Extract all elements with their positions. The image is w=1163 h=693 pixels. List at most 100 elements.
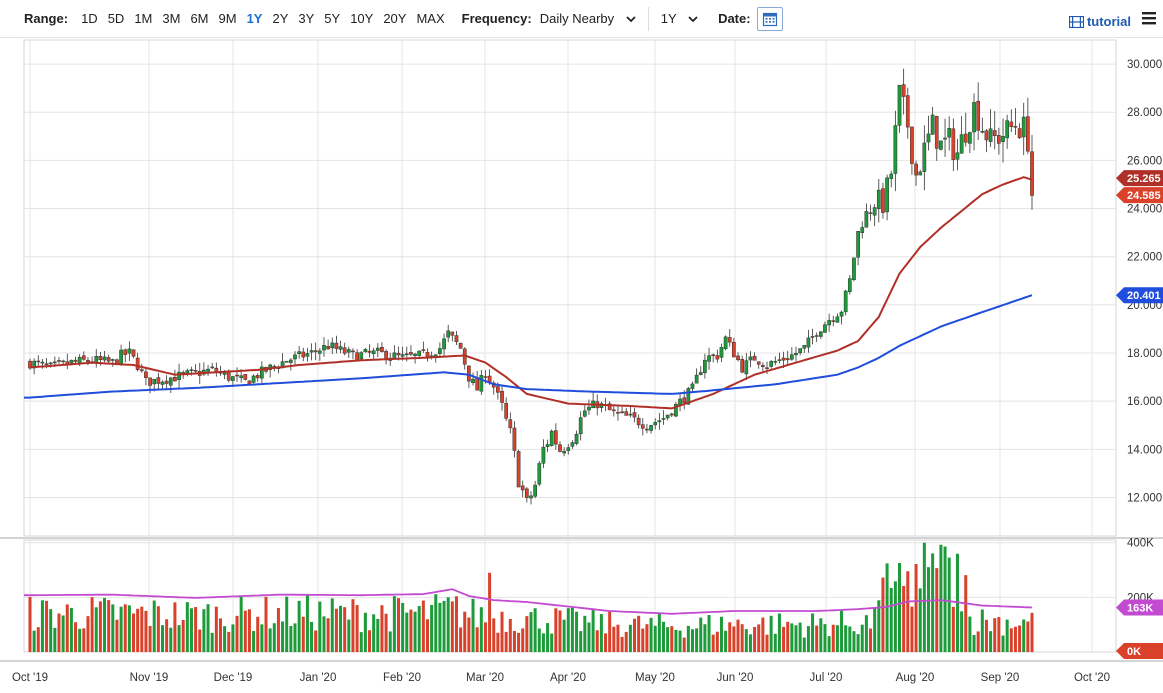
volume-bar [562,619,566,652]
value-tag-shape [1116,643,1163,659]
volume-bar [968,616,972,652]
volume-bar [960,611,964,652]
range-option-20y[interactable]: 20Y [383,11,407,26]
volume-bar [806,626,810,652]
chevron-down-icon [626,14,636,26]
candle-body [222,372,227,375]
candle-body [226,371,231,381]
candle-body [847,278,852,293]
range-option-3y[interactable]: 3Y [298,11,315,26]
range-option-5y[interactable]: 5Y [324,11,341,26]
volume-bar [330,598,334,652]
period-dropdown[interactable]: 1Y [661,11,698,26]
candle-body [963,133,968,143]
volume-bar [144,610,148,652]
price-panel-frame [23,39,1117,537]
volume-bar [695,628,699,652]
range-option-1d[interactable]: 1D [81,11,98,26]
candle-body [533,484,537,497]
candle-body [732,341,736,358]
volume-bar [459,627,463,652]
value-tag-label: 20.401 [1127,290,1161,302]
range-option-6m[interactable]: 6M [190,11,209,26]
candle-body [210,366,215,369]
candle-body [856,231,860,258]
volume-bar [790,623,794,652]
candle-body [860,227,865,233]
candle-body [839,311,844,317]
candle-body [446,330,451,338]
volume-bar [587,622,591,652]
range-option-2y[interactable]: 2Y [272,11,289,26]
range-option-9m[interactable]: 9M [218,11,237,26]
candle-body [363,349,368,353]
volume-bar [32,630,36,652]
candle-body [570,442,575,447]
frequency-dropdown[interactable]: Daily Nearby [540,11,636,26]
volume-bar [1009,628,1013,652]
candle-body [914,163,918,176]
volume-bar [591,609,595,652]
volume-bar [512,630,516,652]
range-option-max[interactable]: MAX [416,11,445,26]
volume-bar [649,617,653,652]
value-tag: 25.265 [1116,170,1163,187]
volume-bar [119,606,123,652]
candle-body [748,356,753,361]
volume-bar [794,625,798,652]
volume-bar [914,564,918,652]
volume-bar [409,609,413,652]
range-option-10y[interactable]: 10Y [350,11,374,26]
range-option-5d[interactable]: 5D [107,11,125,26]
volume-bar [438,602,442,652]
candle-body [868,212,873,214]
volume-bar [608,611,612,652]
volume-bar [964,575,968,652]
volume-bar [931,553,935,652]
volume-bar [740,624,744,652]
value-tag-label: 163K [1127,602,1153,614]
volume-bar [508,618,512,652]
volume-bar [376,618,380,652]
candle-body [988,128,993,142]
axes: 12.00014.00016.00018.00020.00022.00024.0… [12,59,1162,684]
volume-bar [417,605,421,652]
range-option-3m[interactable]: 3M [162,11,181,26]
volume-bar [107,600,111,652]
volume-bar [1018,625,1022,652]
candle-body [396,352,401,356]
volume-bar [247,609,251,652]
range-option-1y[interactable]: 1Y [246,11,263,26]
x-tick-label: Aug '20 [896,672,935,684]
volume-bar [831,624,835,652]
tutorial-link[interactable]: tutorial [1068,14,1131,29]
volume-bar [94,607,98,652]
volume-bar [169,627,173,652]
volume-bar [641,628,645,652]
volume-bar [78,628,82,652]
volume-bar [210,632,214,652]
volume-bar [467,617,471,652]
volume-bar [297,600,301,652]
value-tag-label: 0K [1127,646,1141,658]
candle-body [686,388,691,405]
volume-bar [397,598,401,652]
candle-body [500,390,504,403]
volume-bar [765,634,769,652]
candle-body [645,428,649,431]
price-tick-label: 14.000 [1127,444,1162,456]
candle-body [421,349,426,351]
menu-button[interactable] [1141,10,1157,31]
candle-body [740,359,745,373]
date-picker-button[interactable] [756,6,783,31]
candle-body [785,358,790,361]
candle-body [910,126,914,164]
volume-bar [881,577,885,652]
volume-bar [156,606,160,652]
volume-bar [517,632,521,652]
candle-body [715,355,720,360]
range-option-1m[interactable]: 1M [134,11,153,26]
candle-body [367,350,372,353]
volume-bar [550,633,554,652]
